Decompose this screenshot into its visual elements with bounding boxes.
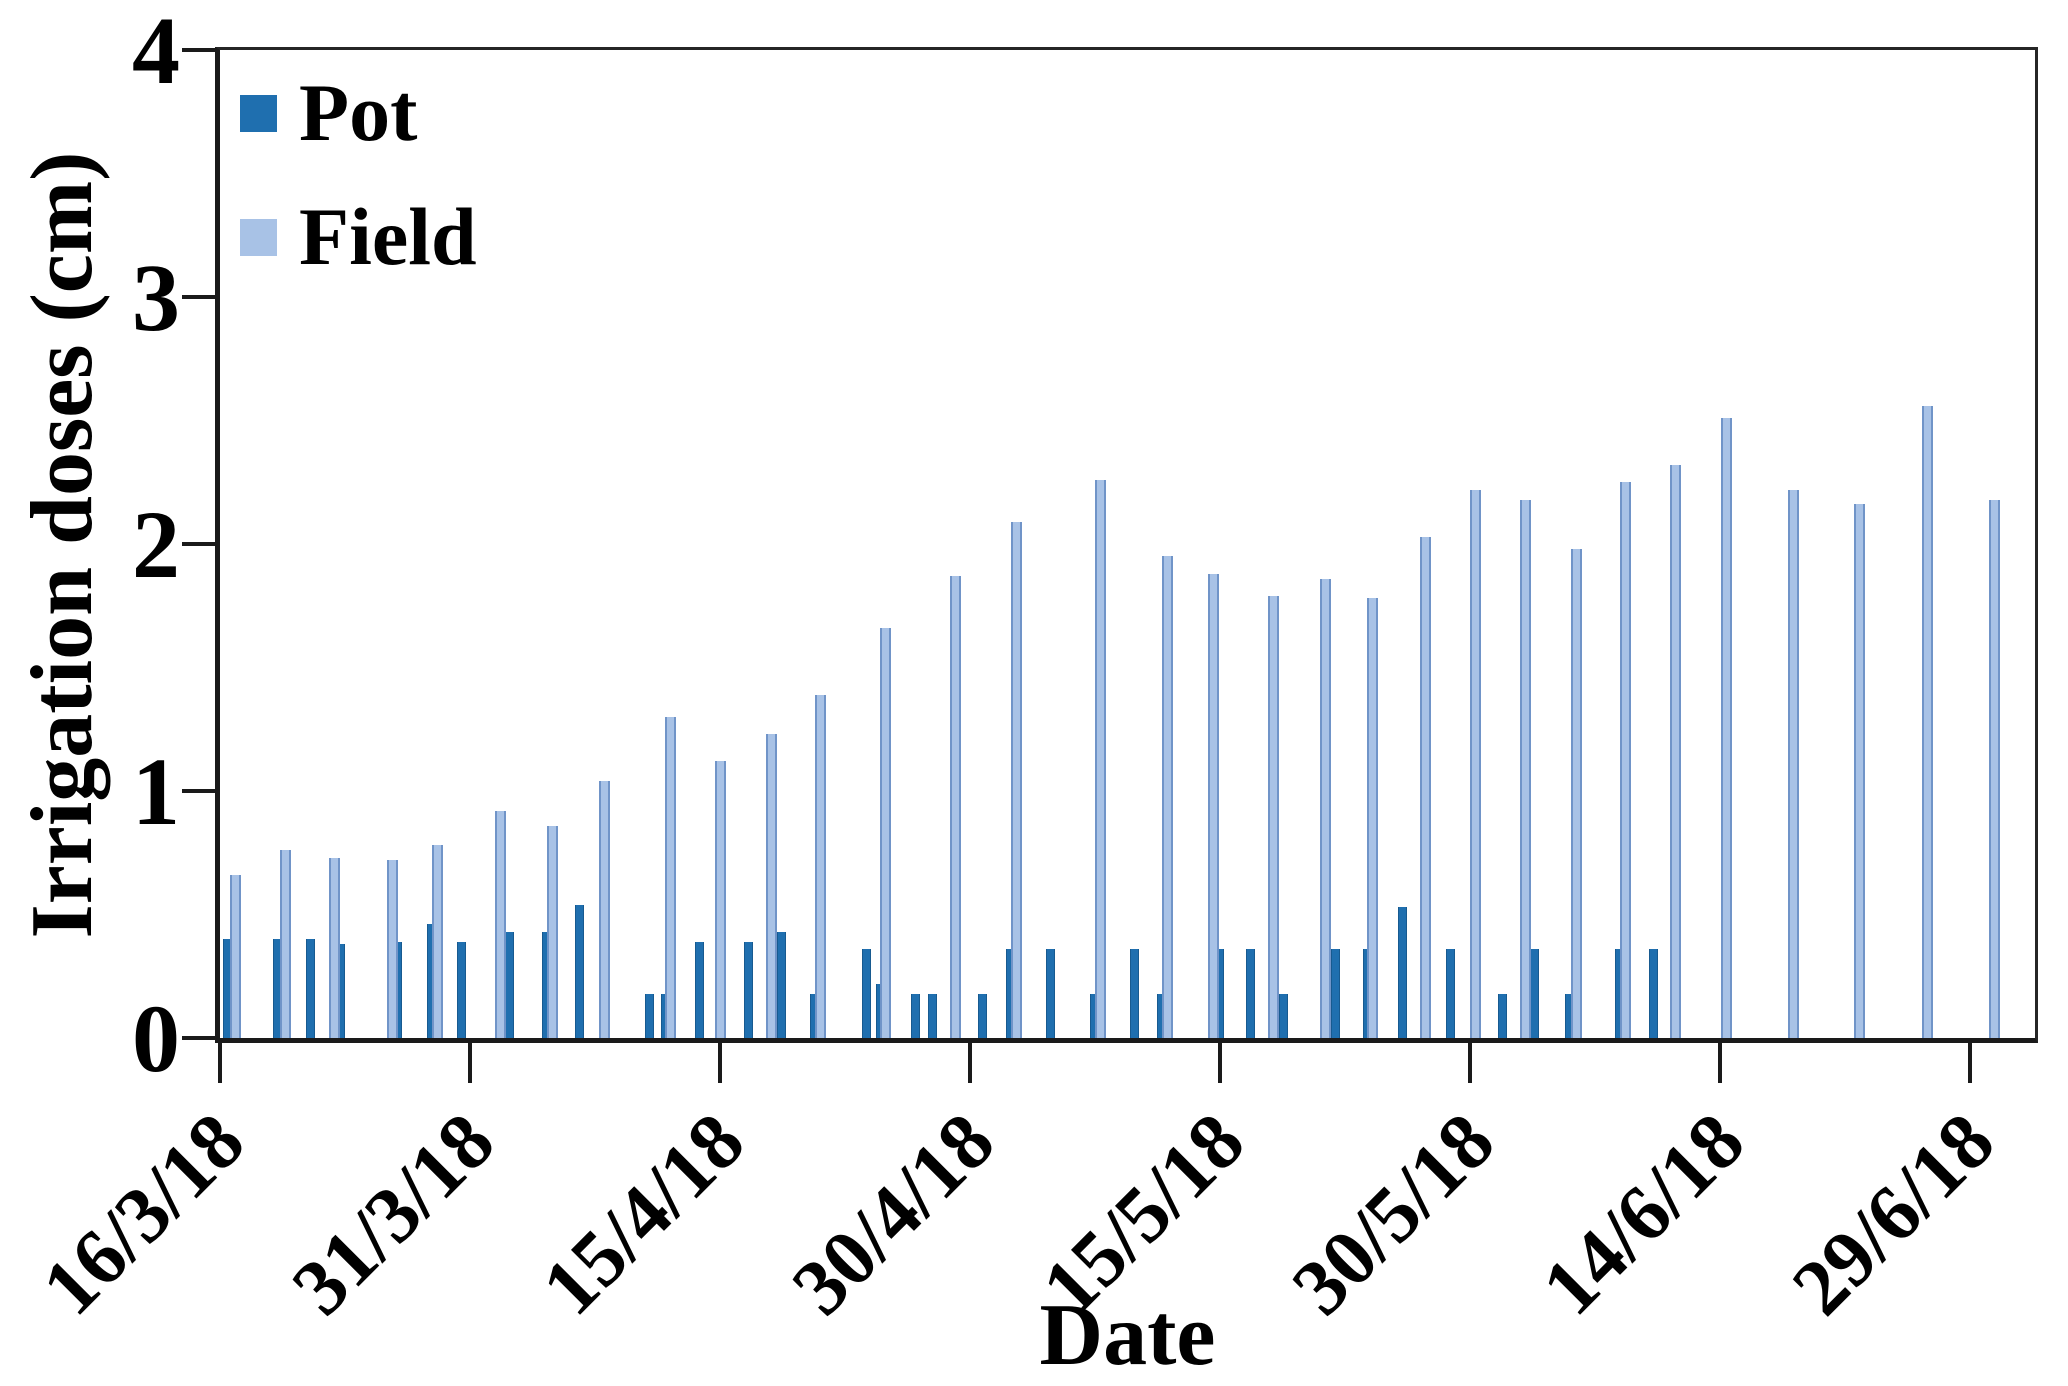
bar-field [1571,549,1582,1038]
bar-pot [1046,949,1055,1038]
legend-label-field: Field [299,191,477,282]
x-axis-tick [218,1043,222,1083]
bar-field [950,576,961,1038]
plot-area [182,47,2038,1083]
bar-field [387,860,398,1038]
bar-pot [695,942,704,1038]
bar-pot [1649,949,1658,1038]
bar-pot [457,942,466,1038]
bar-pot [505,932,514,1038]
bar-field [880,628,891,1038]
bar-pot [862,949,871,1038]
bar-pot [1498,994,1507,1038]
bar-field [1367,598,1378,1038]
field-swatch-icon [240,218,277,256]
bar-field [1011,522,1022,1038]
x-axis-title: Date [1039,1287,1216,1384]
bar-pot [1530,949,1539,1038]
x-axis-tick [1218,1043,1222,1083]
bar-field [1788,490,1799,1038]
bar-field [665,717,676,1038]
bar-field [815,695,826,1038]
y-axis-tick-label: 3 [132,244,180,351]
legend: Pot Field [240,72,477,320]
bar-field [329,858,340,1038]
x-axis-tick [1718,1043,1722,1083]
bar-pot [911,994,920,1038]
bar-field [1320,579,1331,1038]
bar-pot [928,994,937,1038]
y-axis-tick-label: 0 [132,985,180,1092]
bar-field [1095,480,1106,1038]
bar-field [715,761,726,1038]
legend-item-pot: Pot [240,72,477,154]
legend-label-pot: Pot [299,67,418,158]
x-axis-tick [1968,1043,1972,1083]
bar-field [432,845,443,1038]
bar-field [1854,504,1865,1038]
x-axis-tick [468,1043,472,1083]
pot-swatch-icon [240,94,277,132]
bar-field [766,734,777,1038]
bar-pot [1398,907,1407,1038]
bar-pot [744,942,753,1038]
bar-pot [1246,949,1255,1038]
y-axis-tick [182,295,216,299]
bar-field [1162,556,1173,1038]
x-axis-tick [718,1043,722,1083]
bar-pot [1331,949,1340,1038]
y-axis-tick [182,542,216,546]
bar-field [495,811,506,1038]
bar-field [1520,500,1531,1038]
bar-field [1922,406,1933,1038]
bar-pot [645,994,654,1038]
bar-field [1208,574,1219,1038]
bar-field [1670,465,1681,1038]
y-axis-tick-label: 1 [132,738,180,845]
y-axis-tick [182,48,216,52]
bar-field [1470,490,1481,1038]
bar-field [599,781,610,1038]
y-axis-tick [182,789,216,793]
bar-pot [1446,949,1455,1038]
y-axis-tick-label: 2 [132,491,180,598]
bar-pot [1279,994,1288,1038]
x-axis-tick [968,1043,972,1083]
bar-field [547,826,558,1038]
bar-field [1721,418,1732,1038]
bar-pot [1130,949,1139,1038]
bar-pot [575,905,584,1038]
bar-field [1620,482,1631,1038]
legend-item-field: Field [240,196,477,278]
bar-field [1420,537,1431,1038]
bar-pot [978,994,987,1038]
bar-field [230,875,241,1038]
y-axis-tick [182,1036,216,1040]
bar-field [280,850,291,1038]
y-axis-tick-label: 4 [132,0,180,104]
bar-field [1268,596,1279,1038]
bar-field [1989,500,2000,1038]
bar-pot [306,939,315,1038]
x-axis-tick [1468,1043,1472,1083]
bar-pot [777,932,786,1038]
